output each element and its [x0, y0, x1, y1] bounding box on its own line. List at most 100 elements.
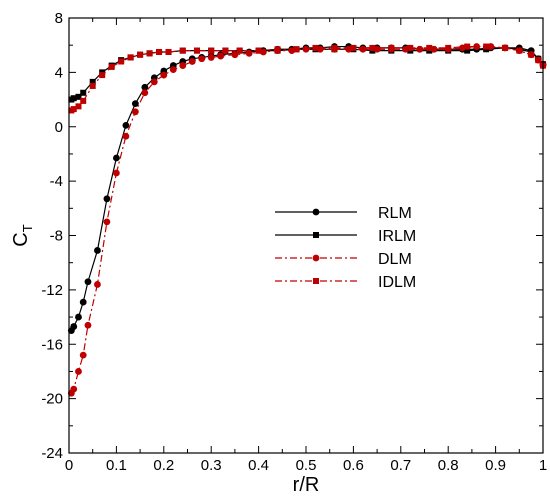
y-tick-label: -12 [41, 282, 63, 299]
data-point [70, 323, 78, 330]
data-point [193, 47, 200, 54]
data-point [70, 106, 77, 113]
y-tick-label: -4 [50, 173, 63, 190]
legend-entry: IDLM [275, 274, 416, 291]
series-idlm [68, 43, 546, 114]
data-point [75, 313, 82, 321]
data-point [473, 43, 481, 50]
data-point [274, 46, 281, 53]
data-point [179, 62, 187, 69]
x-tick-label: 0.3 [201, 457, 222, 474]
data-point [70, 385, 78, 393]
data-point [113, 169, 120, 177]
data-point [416, 45, 424, 53]
data-point [255, 47, 262, 54]
legend-label: IDLM [378, 274, 416, 291]
legend-entry: IRLM [275, 228, 416, 245]
data-point [150, 78, 158, 86]
legend-label: DLM [378, 251, 412, 268]
data-point [302, 45, 310, 53]
y-tick-label: -8 [50, 228, 63, 245]
data-point [103, 195, 111, 203]
data-point [331, 44, 338, 51]
legend-marker [312, 254, 320, 262]
data-point [198, 55, 206, 63]
data-point [127, 54, 134, 61]
data-point [84, 278, 92, 286]
data-point [79, 351, 87, 359]
data-point [122, 132, 130, 140]
data-point [94, 281, 101, 288]
legend: RLM IRLM DLM IDLM [275, 205, 416, 291]
data-point [89, 82, 96, 89]
data-point [430, 45, 438, 53]
data-point [80, 89, 87, 96]
data-point [426, 44, 433, 51]
data-point [445, 44, 452, 51]
y-axis-label-subscript: T [20, 224, 35, 232]
data-point [236, 47, 243, 54]
data-point [231, 51, 239, 59]
data-point [80, 97, 87, 104]
data-point [222, 47, 229, 54]
x-axis-label: r/R [293, 474, 320, 496]
data-point [165, 48, 172, 55]
legend-label: IRLM [378, 228, 416, 245]
data-point [464, 43, 471, 50]
data-point [146, 50, 153, 57]
x-tick-label: 0.8 [438, 457, 459, 474]
data-point [141, 83, 149, 91]
data-point [75, 103, 82, 110]
y-axis-label-main: C [10, 232, 32, 246]
data-point [528, 51, 535, 58]
x-tick-label: 0.2 [153, 457, 174, 474]
data-point [122, 121, 130, 129]
data-point [75, 93, 82, 100]
data-point [141, 89, 149, 97]
x-tick-label: 0.9 [485, 457, 506, 474]
series-line [71, 45, 544, 111]
data-point [131, 108, 139, 116]
data-point [156, 48, 163, 55]
x-tick-label: 1 [539, 457, 547, 474]
legend-marker [313, 278, 319, 284]
y-tick-label: -20 [41, 391, 63, 408]
data-point [70, 95, 77, 102]
x-tick-label: 0.6 [343, 457, 364, 474]
data-point [131, 100, 139, 108]
legend-marker [312, 208, 320, 216]
legend-marker [313, 232, 319, 238]
y-tick-label: 4 [55, 64, 63, 81]
legend-entry: DLM [275, 251, 412, 268]
data-point [94, 247, 101, 254]
x-tick-label: 0.7 [390, 457, 411, 474]
x-tick-label: 0.4 [248, 457, 269, 474]
y-axis-label: CT [10, 224, 35, 246]
data-point [137, 51, 144, 58]
data-point [188, 58, 196, 65]
data-point [118, 58, 125, 65]
y-tick-label: 8 [55, 10, 63, 27]
data-point [502, 44, 509, 51]
legend-entry: RLM [275, 205, 412, 222]
x-tick-label: 0 [65, 457, 73, 474]
data-point [516, 47, 523, 54]
data-point [99, 72, 106, 79]
data-point [103, 218, 111, 226]
series-layer [67, 43, 547, 397]
data-point [217, 52, 225, 60]
data-point [208, 47, 215, 54]
y-tick-label: -24 [41, 445, 63, 462]
data-point [359, 45, 367, 53]
data-point [113, 154, 120, 162]
data-point [89, 78, 96, 85]
data-point [169, 66, 177, 74]
data-point [245, 49, 253, 57]
x-tick-label: 0.5 [296, 457, 317, 474]
data-point [75, 368, 82, 375]
data-point [464, 47, 471, 54]
data-point [369, 44, 376, 51]
data-point [179, 47, 186, 54]
data-point [388, 44, 395, 51]
